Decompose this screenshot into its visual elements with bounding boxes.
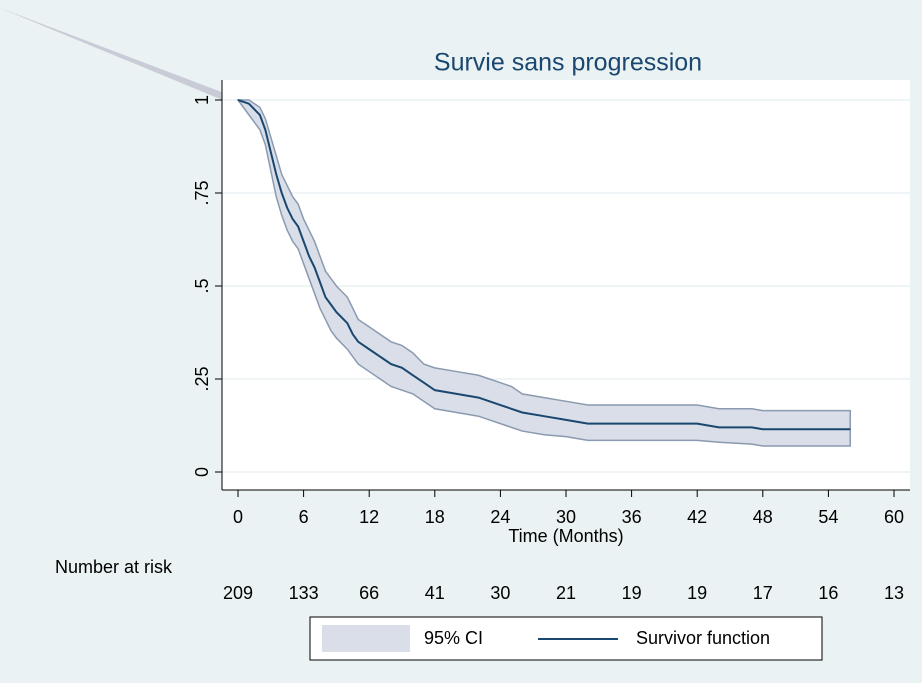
x-tick-label: 54 (818, 507, 838, 527)
x-tick-label: 6 (299, 507, 309, 527)
legend-label: 95% CI (424, 628, 483, 648)
x-tick-label: 30 (556, 507, 576, 527)
x-tick-label: 18 (425, 507, 445, 527)
x-tick-label: 12 (359, 507, 379, 527)
legend-swatch (322, 625, 410, 652)
risk-count: 17 (753, 583, 773, 603)
risk-count: 66 (359, 583, 379, 603)
risk-table-label: Number at risk (55, 557, 173, 577)
y-tick-label: .25 (192, 366, 212, 391)
risk-count: 16 (818, 583, 838, 603)
x-tick-label: 42 (687, 507, 707, 527)
artifact-wedge (0, 8, 232, 104)
risk-count: 19 (622, 583, 642, 603)
x-axis-label: Time (Months) (508, 526, 623, 546)
risk-count: 13 (884, 583, 904, 603)
x-tick-label: 36 (622, 507, 642, 527)
risk-count: 30 (490, 583, 510, 603)
x-tick-label: 24 (490, 507, 510, 527)
risk-count: 19 (687, 583, 707, 603)
x-tick-label: 60 (884, 507, 904, 527)
legend-label: Survivor function (636, 628, 770, 648)
x-tick-label: 48 (753, 507, 773, 527)
y-tick-label: .75 (192, 180, 212, 205)
survival-line (237, 99, 851, 431)
y-tick-label: 0 (192, 467, 212, 477)
y-tick-label: .5 (192, 278, 212, 293)
x-tick-label: 0 (233, 507, 243, 527)
risk-count: 21 (556, 583, 576, 603)
risk-count: 133 (289, 583, 319, 603)
y-tick-label: 1 (192, 95, 212, 105)
chart-title: Survie sans progression (434, 49, 702, 77)
risk-count: 209 (223, 583, 253, 603)
risk-count: 41 (425, 583, 445, 603)
